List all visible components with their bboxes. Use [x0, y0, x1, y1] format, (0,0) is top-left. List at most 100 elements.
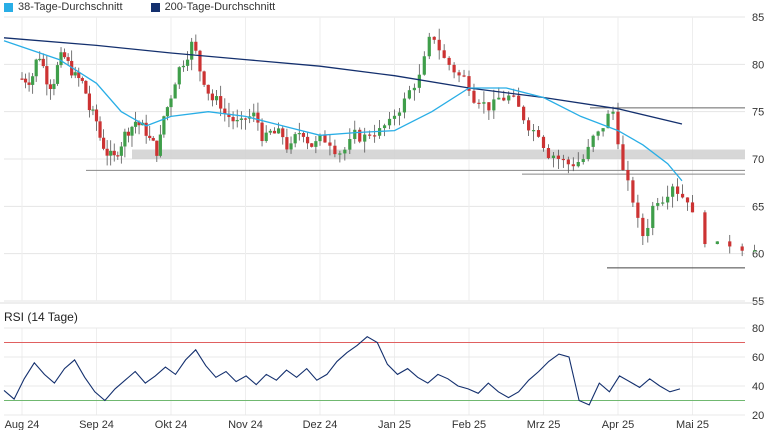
- candle-body: [402, 98, 407, 113]
- candle-body: [685, 197, 690, 203]
- candle-body: [487, 102, 491, 111]
- candle-body: [223, 108, 227, 114]
- price-y-tick-label: 70: [752, 154, 764, 166]
- candle-body: [116, 155, 120, 157]
- candle-body: [173, 84, 177, 99]
- candle-body: [305, 136, 310, 144]
- candle-body: [373, 135, 377, 137]
- candle-body: [551, 155, 556, 159]
- candle-body: [348, 139, 352, 150]
- price-y-tick-label: 80: [752, 59, 764, 71]
- candle-body: [48, 84, 52, 90]
- candle-body: [586, 146, 590, 160]
- candle-body: [680, 193, 685, 198]
- rsi-y-tick-label: 60: [752, 352, 764, 364]
- candle-body: [596, 131, 600, 136]
- candle-body: [73, 72, 77, 76]
- rsi-y-tick-label: 40: [752, 381, 764, 393]
- candle-body: [27, 82, 31, 85]
- price-y-tick-label: 75: [752, 107, 764, 119]
- candle-body: [112, 150, 116, 156]
- candle-body: [497, 97, 501, 100]
- candle-body: [432, 36, 436, 40]
- rsi-line: [3, 336, 681, 406]
- candle-body: [20, 78, 24, 80]
- candle-body: [715, 241, 719, 245]
- candle-body: [621, 144, 625, 170]
- price-y-tick-label: 85: [752, 12, 764, 24]
- candle-body: [264, 132, 268, 142]
- candle-body: [206, 84, 210, 94]
- candle-body: [546, 148, 551, 159]
- legend-item-ma38: 38-Tage-Durchschnitt: [4, 1, 123, 13]
- candle-body: [198, 50, 202, 72]
- x-tick-label: Aug 24: [5, 419, 40, 430]
- candle-body: [210, 93, 214, 101]
- candle-body: [591, 135, 595, 147]
- rsi-y-tick-label: 20: [752, 410, 764, 422]
- candle-body: [77, 72, 81, 79]
- candle-body: [752, 250, 757, 252]
- price-y-tick-label: 55: [752, 296, 764, 308]
- candle-body: [646, 227, 650, 237]
- price-y-tick-label: 65: [752, 201, 764, 213]
- candle-body: [310, 143, 314, 147]
- legend-label-ma38: 38-Tage-Durchschnitt: [18, 1, 123, 13]
- candle-body: [45, 66, 49, 85]
- candle-body: [601, 128, 605, 132]
- ma200-line: [3, 37, 683, 125]
- ma38-swatch: [4, 2, 13, 12]
- candle-body: [636, 202, 640, 218]
- candle-body: [531, 130, 536, 132]
- candle-body: [561, 158, 565, 161]
- candle-body: [656, 203, 660, 206]
- candle-body: [80, 78, 84, 81]
- legend-label-ma200: 200-Tage-Durchschnitt: [164, 1, 276, 13]
- candle-body: [452, 64, 456, 73]
- legend-item-ma200: 200-Tage-Durchschnitt: [150, 1, 276, 13]
- candle-body: [301, 133, 306, 137]
- candle-body: [690, 202, 695, 213]
- candle-body: [477, 102, 481, 104]
- candle-body: [239, 118, 243, 120]
- candle-body: [84, 80, 88, 94]
- candle-body: [666, 196, 670, 203]
- candle-body: [202, 71, 206, 85]
- candle-body: [556, 155, 560, 159]
- candle-body: [98, 121, 102, 138]
- x-tick-label: Feb 25: [452, 419, 486, 430]
- candle-body: [231, 117, 235, 122]
- candle-body: [105, 148, 109, 156]
- candle-body: [177, 67, 181, 85]
- candle-body: [151, 137, 155, 141]
- candle-body: [194, 41, 198, 51]
- candle-body: [507, 95, 511, 101]
- candle-body: [397, 112, 402, 116]
- candle-body: [512, 95, 516, 97]
- support-zone: [132, 149, 745, 159]
- candle-body: [34, 59, 38, 77]
- candle-body: [260, 122, 264, 142]
- x-tick-label: Dez 24: [303, 419, 338, 430]
- legend: 38-Tage-Durchschnitt 200-Tage-Durchschni…: [4, 1, 275, 13]
- candle-body: [502, 97, 506, 101]
- candle-body: [52, 83, 56, 90]
- ma200-swatch: [150, 2, 160, 12]
- candle-body: [651, 205, 655, 228]
- candle-body: [457, 72, 461, 76]
- candle-body: [314, 141, 318, 147]
- candle-body: [447, 57, 451, 65]
- candle-body: [185, 59, 190, 66]
- candle-body: [235, 119, 239, 122]
- candle-body: [571, 164, 575, 167]
- candle-body: [427, 36, 431, 57]
- candle-body: [169, 98, 173, 108]
- candle-body: [162, 116, 166, 135]
- candle-body: [252, 112, 256, 117]
- candle-body: [31, 76, 35, 85]
- candle-body: [328, 142, 332, 146]
- candle-body: [343, 149, 347, 154]
- x-tick-label: Mai 25: [676, 419, 709, 430]
